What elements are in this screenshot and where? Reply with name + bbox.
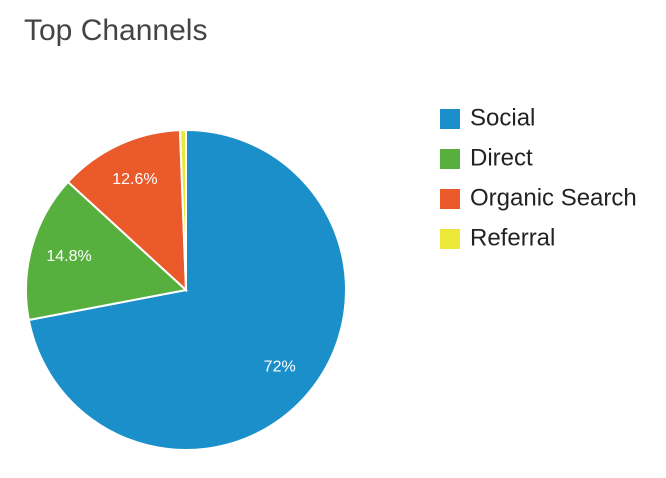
pie-slice — [178, 128, 187, 291]
pie-slice — [25, 180, 189, 322]
legend-label: Direct — [470, 144, 533, 171]
pie-slice — [66, 129, 188, 293]
data-label: 12.6% — [112, 171, 157, 188]
legend-swatch — [440, 109, 460, 129]
legend-label: Referral — [470, 224, 555, 251]
chart-title: Top Channels — [24, 14, 207, 47]
legend-label: Organic Search — [470, 184, 637, 211]
data-label: 72% — [264, 359, 296, 376]
legend-swatch — [440, 229, 460, 249]
legend-swatch — [440, 189, 460, 209]
legend-swatch — [440, 149, 460, 169]
data-label: 14.8% — [46, 248, 91, 265]
legend-label: Social — [470, 104, 535, 131]
